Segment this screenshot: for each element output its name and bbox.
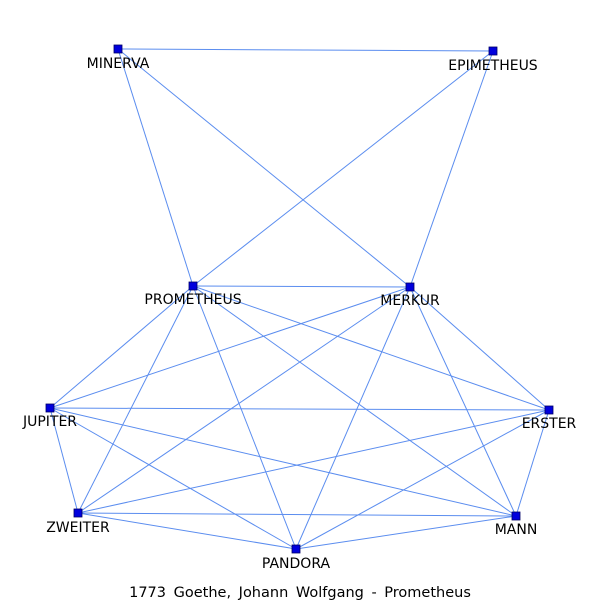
- node-minerva[interactable]: [113, 44, 123, 54]
- node-epimetheus[interactable]: [488, 46, 498, 56]
- edge-erster-pandora: [295, 409, 550, 550]
- edge-prometheus-jupiter: [49, 285, 194, 409]
- node-pandora[interactable]: [291, 544, 301, 554]
- node-label-zweiter: ZWEITER: [46, 520, 110, 536]
- edge-minerva-merkur: [117, 48, 411, 288]
- edge-prometheus-pandora: [192, 285, 297, 550]
- edge-merkur-pandora: [295, 286, 411, 550]
- node-label-epimetheus: EPIMETHEUS: [448, 58, 538, 74]
- edge-zweiter-pandora: [77, 512, 297, 550]
- labels-layer: MINERVA EPIMETHEUS PROMETHEUS MERKUR JUPITER…: [22, 56, 577, 572]
- edge-jupiter-zweiter: [49, 407, 79, 514]
- node-mann[interactable]: [511, 511, 521, 521]
- node-label-minerva: MINERVA: [87, 56, 150, 72]
- edge-merkur-erster: [409, 286, 550, 411]
- node-zweiter[interactable]: [73, 508, 83, 518]
- node-prometheus[interactable]: [188, 281, 198, 291]
- node-label-pandora: PANDORA: [262, 556, 331, 572]
- edge-pandora-mann: [295, 515, 517, 550]
- edge-merkur-mann: [409, 286, 517, 517]
- edges-layer: [49, 48, 550, 550]
- node-erster[interactable]: [544, 405, 554, 415]
- node-label-jupiter: JUPITER: [22, 414, 77, 430]
- edge-minerva-epimetheus: [117, 48, 494, 52]
- edge-epimetheus-prometheus: [192, 50, 494, 287]
- edge-merkur-jupiter: [49, 286, 411, 409]
- node-merkur[interactable]: [405, 282, 415, 292]
- edge-jupiter-erster: [49, 407, 550, 411]
- node-label-mann: MANN: [495, 522, 538, 538]
- edge-erster-mann: [515, 409, 550, 517]
- edge-jupiter-mann: [49, 407, 517, 517]
- edge-jupiter-pandora: [49, 407, 297, 550]
- edge-epimetheus-merkur: [409, 50, 494, 288]
- edge-prometheus-mann: [192, 285, 517, 517]
- node-label-erster: ERSTER: [522, 416, 577, 432]
- node-jupiter[interactable]: [45, 403, 55, 413]
- edge-merkur-zweiter: [77, 286, 411, 514]
- edge-minerva-prometheus: [117, 48, 194, 287]
- node-label-prometheus: PROMETHEUS: [144, 292, 241, 308]
- edge-prometheus-zweiter: [77, 285, 194, 514]
- edge-prometheus-merkur: [192, 285, 411, 288]
- nodes-layer: [45, 44, 554, 554]
- graph-caption: 1773 Goethe, Johann Wolfgang - Prometheu…: [129, 585, 471, 600]
- node-label-merkur: MERKUR: [380, 293, 440, 309]
- edge-zweiter-mann: [77, 512, 517, 517]
- edge-prometheus-erster: [192, 285, 550, 411]
- edge-erster-zweiter: [77, 409, 550, 514]
